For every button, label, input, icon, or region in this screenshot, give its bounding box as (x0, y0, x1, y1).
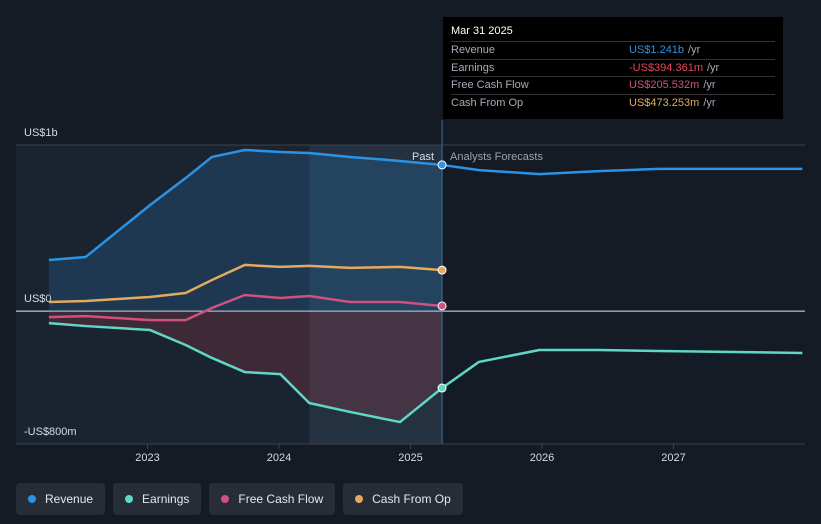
legend: Revenue Earnings Free Cash Flow Cash From O… (16, 483, 463, 515)
tooltip-number: US$473.253m (629, 96, 700, 109)
tooltip-label: Cash From Op (451, 96, 524, 109)
legend-label: Revenue (45, 492, 94, 506)
forecast-label: Analysts Forecasts (450, 151, 543, 163)
legend-label: Free Cash Flow (238, 492, 324, 506)
tooltip-label: Revenue (451, 44, 496, 56)
legend-label: Earnings (142, 492, 190, 506)
tooltip-row: Free Cash Flow US$205.532m/yr (451, 76, 775, 94)
tooltip-value: US$1.241b/yr (629, 42, 700, 59)
tooltip-row: Cash From Op US$473.253m/yr (451, 93, 775, 112)
tooltip-number: US$205.532m (629, 79, 700, 91)
tooltip-value: -US$394.361m/yr (629, 60, 719, 77)
legend-label: Cash From Op (372, 492, 451, 506)
legend-item[interactable]: Revenue (16, 483, 106, 515)
legend-item[interactable]: Free Cash Flow (209, 483, 336, 515)
series-line (48, 263, 443, 304)
x-tick-label: 2024 (267, 452, 291, 464)
y-tick-label: -US$800m (24, 426, 77, 438)
point-marker (437, 265, 447, 275)
tooltip-label: Free Cash Flow (451, 79, 529, 91)
tooltip-date: Mar 31 2025 (451, 25, 513, 37)
hover-region (309, 145, 443, 444)
revenue-area (48, 149, 443, 312)
tooltip: Mar 31 2025 Revenue US$1.241b/yr Earnings -… (443, 17, 783, 119)
tooltip-number: US$1.241b (629, 44, 685, 56)
tooltip-value: US$473.253m/yr (629, 95, 716, 112)
tooltip-value: US$205.532m/yr (629, 77, 716, 94)
past-label: Past (412, 151, 434, 163)
tooltip-unit: /yr (703, 79, 716, 91)
tooltip-row: Revenue US$1.241b/yr (451, 41, 775, 59)
x-tick-label: 2023 (135, 452, 159, 464)
legend-swatch (355, 495, 364, 503)
tooltip-unit: /yr (688, 44, 701, 56)
point-marker (437, 383, 447, 393)
legend-swatch (28, 495, 36, 503)
y-tick-label: US$0 (24, 293, 52, 305)
series-line (48, 293, 443, 322)
tooltip-number: -US$394.361m (629, 61, 703, 74)
tooltip-label: Earnings (451, 61, 495, 74)
legend-swatch (125, 495, 134, 503)
legend-swatch (221, 495, 230, 503)
point-marker (437, 301, 447, 311)
tooltip-row: Earnings -US$394.361m/yr (451, 58, 775, 77)
x-tick-label: 2027 (661, 452, 685, 464)
y-tick-label: US$1b (24, 127, 58, 139)
series-line (48, 321, 803, 424)
earnings-area (48, 311, 443, 423)
series-line (48, 148, 803, 262)
chart: -US$800m US$0 US$1b 2023 2024 2025 2026 2027 Pas… (16, 120, 805, 464)
legend-item[interactable]: Earnings (113, 483, 202, 515)
x-tick-label: 2025 (398, 452, 422, 464)
x-tick-label: 2026 (530, 452, 554, 464)
tooltip-unit: /yr (703, 96, 716, 109)
legend-item[interactable]: Cash From Op (343, 483, 463, 515)
tooltip-unit: /yr (707, 61, 720, 74)
point-marker (437, 160, 447, 170)
